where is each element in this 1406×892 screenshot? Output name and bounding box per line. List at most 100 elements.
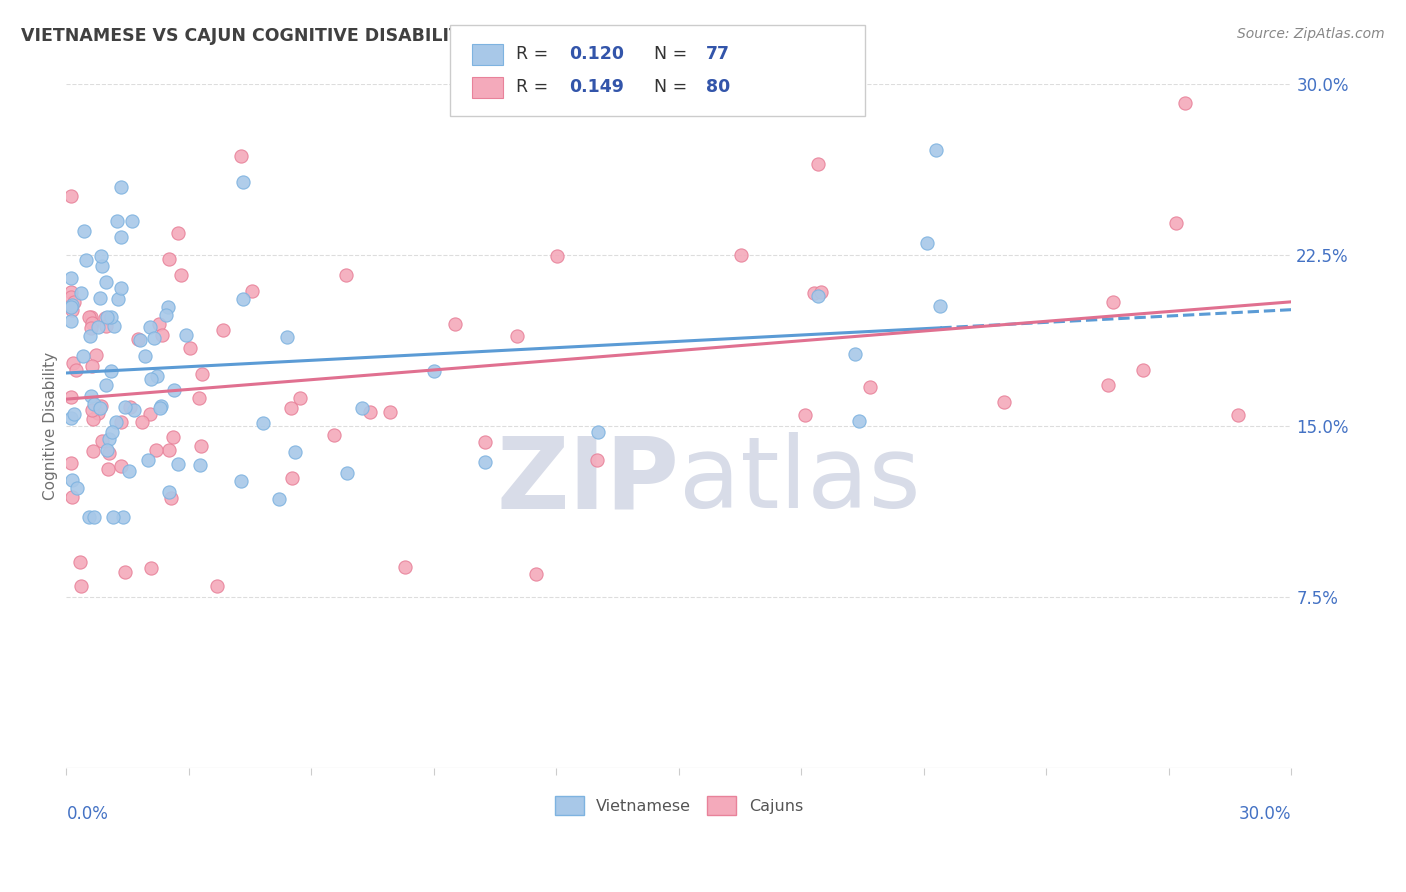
Point [139, 561, 162, 575]
Point [232, 175, 254, 189]
Point [110, 179, 132, 194]
Point [62, 407, 84, 421]
Point [444, 318, 467, 332]
Point [110, 459, 132, 474]
Point [280, 471, 302, 485]
Point [157, 485, 180, 500]
Point [59, 270, 82, 285]
Point [1174, 95, 1197, 110]
Point [1132, 363, 1154, 377]
Point [167, 227, 190, 241]
Point [350, 401, 373, 416]
Point [174, 328, 197, 343]
Point [70, 285, 93, 300]
Point [59, 285, 82, 300]
Point [232, 292, 254, 306]
Text: 77: 77 [706, 45, 730, 63]
Legend: Vietnamese, Cajuns: Vietnamese, Cajuns [548, 790, 810, 822]
Point [72, 349, 94, 363]
Point [859, 380, 882, 394]
Point [148, 318, 170, 332]
Point [82, 412, 104, 426]
Point [524, 567, 547, 582]
Point [90, 259, 112, 273]
Point [803, 286, 825, 301]
Point [205, 578, 228, 592]
Point [59, 314, 82, 328]
Point [100, 364, 122, 378]
Point [94, 310, 117, 325]
Point [80, 310, 103, 324]
Point [94, 275, 117, 289]
Point [105, 214, 128, 228]
Point [120, 400, 142, 414]
Point [844, 347, 866, 361]
Point [96, 443, 118, 458]
Point [103, 319, 125, 334]
Point [79, 510, 101, 524]
Point [110, 415, 132, 429]
Point [1164, 216, 1187, 230]
Point [149, 401, 172, 415]
Point [152, 327, 174, 342]
Point [546, 249, 568, 263]
Point [993, 395, 1015, 409]
Point [87, 319, 110, 334]
Point [89, 401, 111, 416]
Point [242, 284, 264, 298]
Point [89, 291, 111, 305]
Point [284, 444, 307, 458]
Point [59, 390, 82, 404]
Point [107, 292, 129, 306]
Point [69, 555, 91, 569]
Point [59, 411, 82, 425]
Point [139, 320, 162, 334]
Text: R =: R = [516, 78, 554, 96]
Point [100, 310, 122, 324]
Point [474, 455, 496, 469]
Point [118, 464, 141, 478]
Point [96, 310, 118, 324]
Point [336, 467, 359, 481]
Text: 0.149: 0.149 [569, 78, 624, 96]
Point [75, 253, 97, 268]
Point [162, 430, 184, 444]
Point [157, 301, 180, 315]
Point [586, 453, 609, 467]
Point [588, 425, 610, 439]
Point [114, 400, 136, 414]
Point [229, 474, 252, 488]
Point [82, 444, 104, 458]
Y-axis label: Cognitive Disability: Cognitive Disability [44, 352, 58, 500]
Point [794, 408, 817, 422]
Point [166, 457, 188, 471]
Point [59, 456, 82, 470]
Point [290, 391, 312, 405]
Point [807, 157, 830, 171]
Point [131, 416, 153, 430]
Point [90, 249, 112, 263]
Text: 0.0%: 0.0% [66, 805, 108, 823]
Point [105, 415, 128, 429]
Point [114, 565, 136, 579]
Text: atlas: atlas [679, 433, 921, 529]
Point [211, 323, 233, 337]
Point [59, 290, 82, 304]
Point [170, 268, 193, 282]
Point [190, 368, 212, 382]
Point [127, 333, 149, 347]
Point [155, 308, 177, 322]
Point [62, 294, 84, 309]
Point [59, 189, 82, 203]
Point [163, 384, 186, 398]
Point [62, 490, 84, 504]
Point [188, 458, 211, 473]
Point [139, 407, 162, 421]
Point [179, 341, 201, 355]
Point [60, 473, 83, 487]
Point [136, 453, 159, 467]
Point [139, 372, 162, 386]
Point [80, 316, 103, 330]
Point [146, 368, 169, 383]
Point [474, 434, 496, 449]
